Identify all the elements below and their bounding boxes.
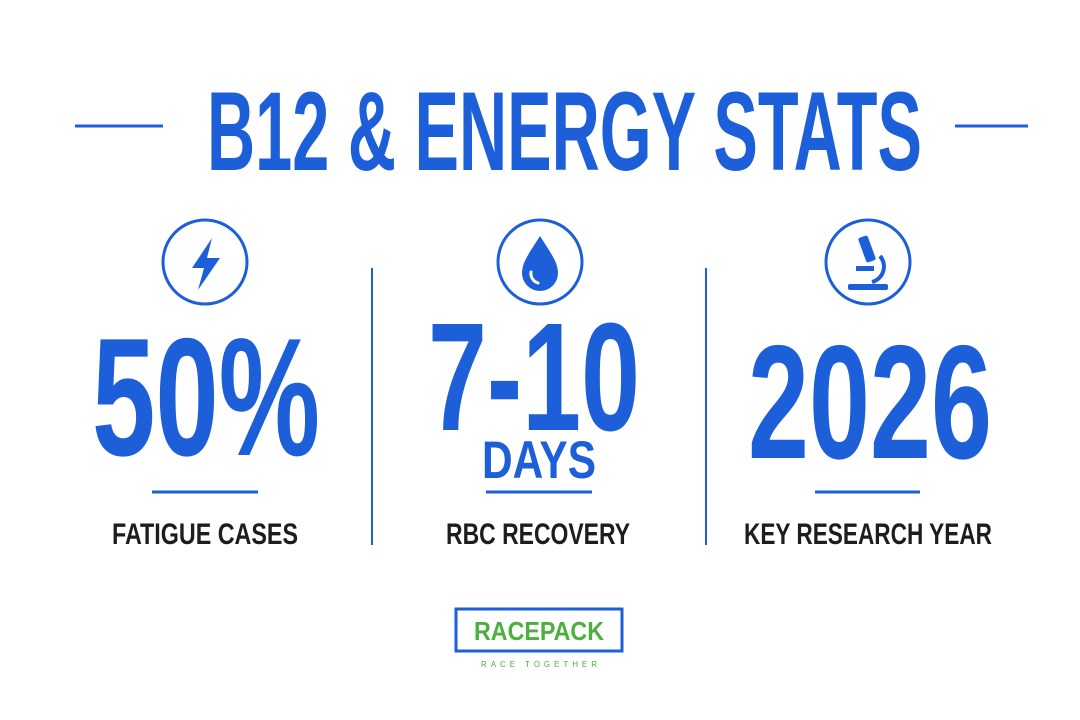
stat-unit: DAYS — [482, 431, 596, 490]
stat-label: RBC RECOVERY — [446, 518, 630, 551]
microscope-icon — [824, 218, 912, 306]
stat-label: KEY RESEARCH YEAR — [744, 518, 992, 551]
stat-label: FATIGUE CASES — [112, 518, 298, 551]
logo-box — [454, 607, 624, 653]
title: B12 & ENERGY STATS — [207, 69, 922, 194]
stat-value: 50% — [92, 303, 320, 491]
stat-value: 2026 — [748, 312, 992, 493]
logo-name: RACEPACK — [474, 616, 604, 646]
stat-value: 7-10 — [428, 291, 640, 463]
lightning-icon — [161, 218, 249, 306]
logo-tagline: RACE TOGETHER — [481, 660, 597, 669]
drop-icon — [496, 218, 584, 306]
